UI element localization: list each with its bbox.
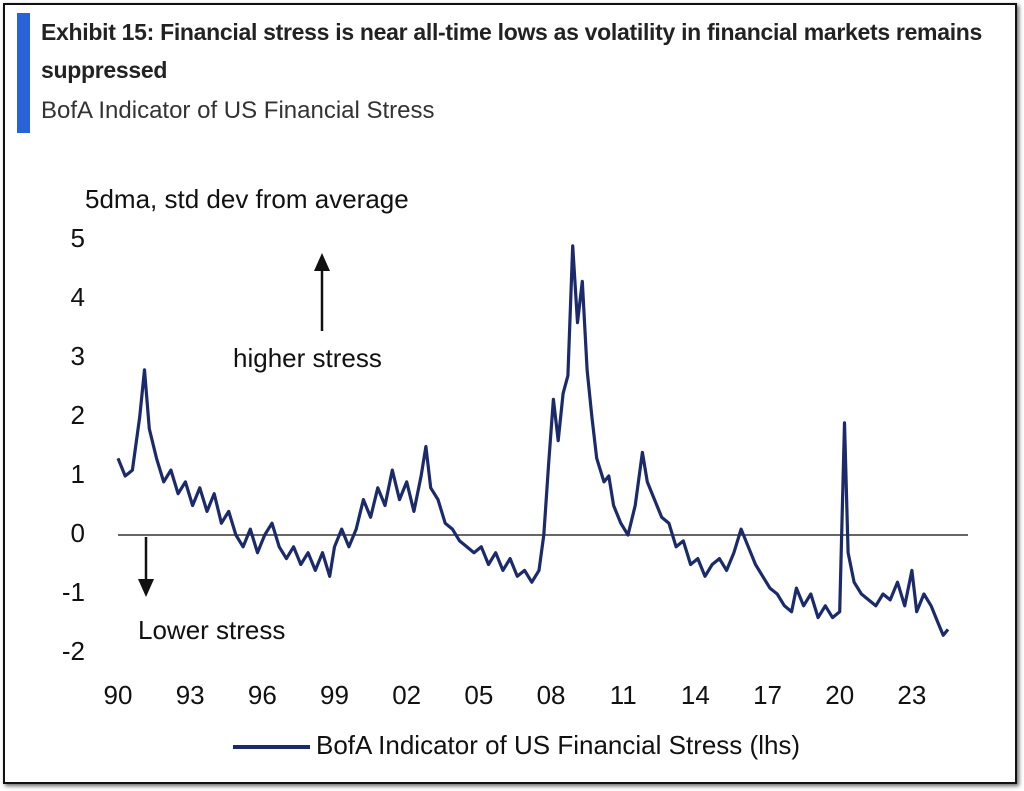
x-tick-label: 96 bbox=[248, 680, 277, 710]
y-tick-label: 0 bbox=[71, 518, 85, 548]
arrowhead bbox=[314, 253, 330, 271]
arrowhead bbox=[138, 579, 154, 597]
chart-subtitle: BofA Indicator of US Financial Stress bbox=[41, 97, 435, 124]
x-tick-label: 11 bbox=[610, 680, 637, 710]
y-axis-label: 5dma, std dev from average bbox=[85, 184, 409, 214]
chart-frame: Exhibit 15: Financial stress is near all… bbox=[3, 3, 1017, 784]
x-tick-label: 99 bbox=[320, 680, 349, 710]
x-tick-label: 23 bbox=[897, 680, 926, 710]
y-tick-label: 3 bbox=[71, 341, 85, 371]
x-tick-label: 02 bbox=[392, 680, 421, 710]
y-tick-label: 2 bbox=[71, 400, 85, 430]
x-tick-label: 90 bbox=[104, 680, 133, 710]
x-tick-label: 05 bbox=[464, 680, 493, 710]
annotation: higher stress bbox=[233, 343, 382, 373]
chart: 5dma, std dev from average higher stress… bbox=[62, 184, 968, 760]
accent-bar bbox=[17, 13, 30, 133]
chart-title: Exhibit 15: Financial stress is near all… bbox=[41, 19, 983, 83]
y-tick-label: -1 bbox=[62, 577, 85, 607]
x-tick-label: 17 bbox=[753, 680, 782, 710]
y-tick-label: 4 bbox=[71, 282, 85, 312]
x-tick-label: 14 bbox=[681, 680, 710, 710]
y-tick-label: 1 bbox=[71, 459, 85, 489]
data-line bbox=[116, 244, 950, 637]
annotation: Lower stress bbox=[138, 615, 285, 645]
x-tick-label: 08 bbox=[537, 680, 566, 710]
x-tick-label: 93 bbox=[176, 680, 205, 710]
x-tick-label: 20 bbox=[825, 680, 854, 710]
y-tick-label: 5 bbox=[71, 223, 85, 253]
y-tick-label: -2 bbox=[62, 636, 85, 666]
legend-label: BofA Indicator of US Financial Stress (l… bbox=[316, 730, 800, 760]
